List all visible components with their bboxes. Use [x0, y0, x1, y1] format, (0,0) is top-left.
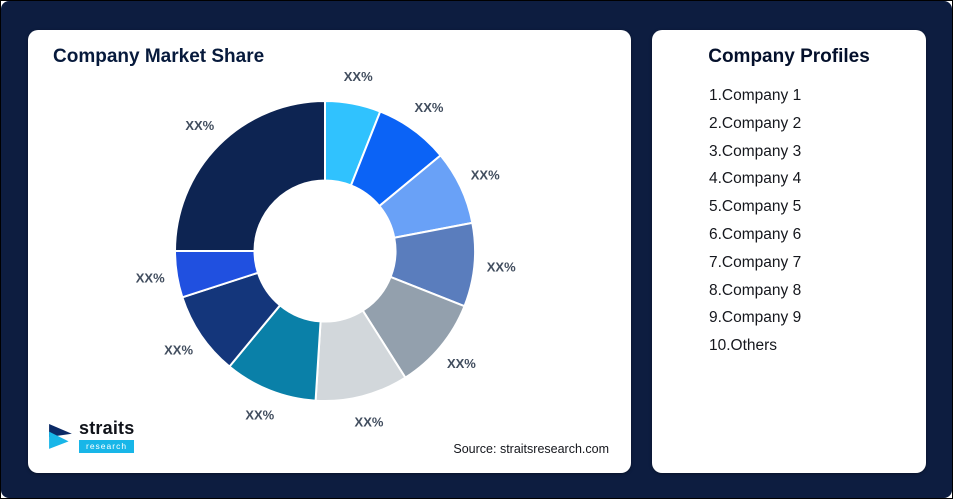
straits-research-logo: straits research: [48, 418, 134, 453]
slice-label-1: XX%: [344, 69, 373, 84]
slice-label-6: XX%: [355, 414, 384, 429]
slice-label-5: XX%: [447, 356, 476, 371]
logo-subtitle: research: [79, 440, 135, 453]
logo-name: straits: [79, 418, 135, 438]
profile-item-5: 5.Company 5: [709, 198, 802, 216]
profile-item-2: 2.Company 2: [709, 114, 802, 132]
profile-item-6: 6.Company 6: [709, 225, 802, 243]
profile-item-3: 3.Company 3: [709, 142, 802, 160]
profile-item-4: 4.Company 4: [709, 170, 802, 188]
profile-item-9: 9.Company 9: [709, 309, 802, 327]
logo-text: straits research: [79, 418, 134, 453]
slice-label-8: XX%: [164, 343, 193, 358]
profile-item-10: 10.Others: [709, 337, 778, 355]
profile-item-7: 7.Company 7: [709, 253, 802, 271]
company-profiles-card: Company Profiles 1.Company 1 2.Company 2 3…: [652, 30, 926, 473]
chart-title: Company Market Share: [53, 46, 265, 67]
slice-label-3: XX%: [471, 168, 500, 183]
company-profiles-list: 1.Company 1 2.Company 2 3.Company 3 4.Compa…: [709, 82, 926, 360]
donut-chart-svg: XX% XX% XX% XX% XX% XX% XX% XX% XX% XX%: [136, 69, 516, 429]
slice-label-10: XX%: [185, 118, 214, 133]
slice-label-4: XX%: [487, 260, 516, 275]
profiles-title: Company Profiles: [708, 46, 870, 67]
straits-logo-icon: [49, 424, 72, 449]
market-share-card: Company Market Share XX% XX% XX% XX% XX% XX% X…: [28, 30, 631, 473]
slice-label-2: XX%: [415, 100, 444, 115]
profile-item-1: 1.Company 1: [709, 87, 802, 104]
source-attribution: Source: straitsresearch.com: [453, 442, 609, 456]
profile-item-8: 8.Company 8: [709, 281, 802, 299]
donut-segment-10: [174, 100, 326, 252]
slice-label-7: XX%: [245, 408, 274, 423]
slice-label-9: XX%: [136, 271, 165, 286]
